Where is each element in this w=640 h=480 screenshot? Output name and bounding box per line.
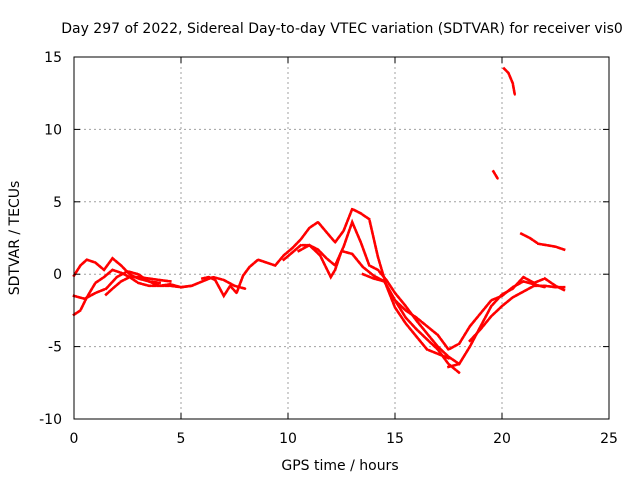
y-axis-label: SDTVAR / TECUs [7, 181, 23, 296]
x-tick-label: 5 [177, 431, 186, 447]
data-series [72, 66, 566, 375]
series-marks-track-e [200, 207, 451, 360]
x-tick-label: 20 [493, 431, 511, 447]
y-tick-labels: -10 -5 0 5 10 15 [39, 50, 62, 428]
series-marks-track-b [72, 268, 194, 317]
x-tick-label: 25 [600, 431, 618, 447]
series-marks-track-l [502, 66, 517, 97]
y-tick-label: 10 [44, 122, 62, 138]
x-tick-labels: 0 5 10 15 20 25 [70, 431, 618, 447]
series-marks-track-k [491, 169, 500, 181]
y-tick-label: -5 [48, 340, 62, 356]
axis-ticks [73, 56, 610, 420]
series-marks-track-i [446, 275, 566, 369]
series-marks-track-c [72, 256, 162, 285]
y-tick-label: 15 [44, 50, 62, 66]
plot-frame [73, 56, 610, 420]
grid-lines [74, 57, 609, 419]
y-tick-label: -10 [39, 412, 62, 428]
series-track-f [282, 221, 461, 366]
series-marks-track-f [281, 218, 462, 366]
y-tick-label: 5 [53, 195, 62, 211]
series-marks-track-j [468, 284, 566, 343]
series-marks-track-d [104, 275, 172, 297]
y-tick-label: 0 [53, 267, 62, 283]
x-tick-label: 0 [70, 431, 79, 447]
series-marks-track-g [296, 243, 462, 375]
series-marks-track-m [519, 231, 566, 252]
x-tick-label: 10 [279, 431, 297, 447]
chart-title: Day 297 of 2022, Sidereal Day-to-day VTE… [61, 21, 623, 37]
x-axis-label: GPS time / hours [281, 458, 398, 474]
series-track-i [447, 276, 566, 368]
x-tick-label: 15 [386, 431, 404, 447]
